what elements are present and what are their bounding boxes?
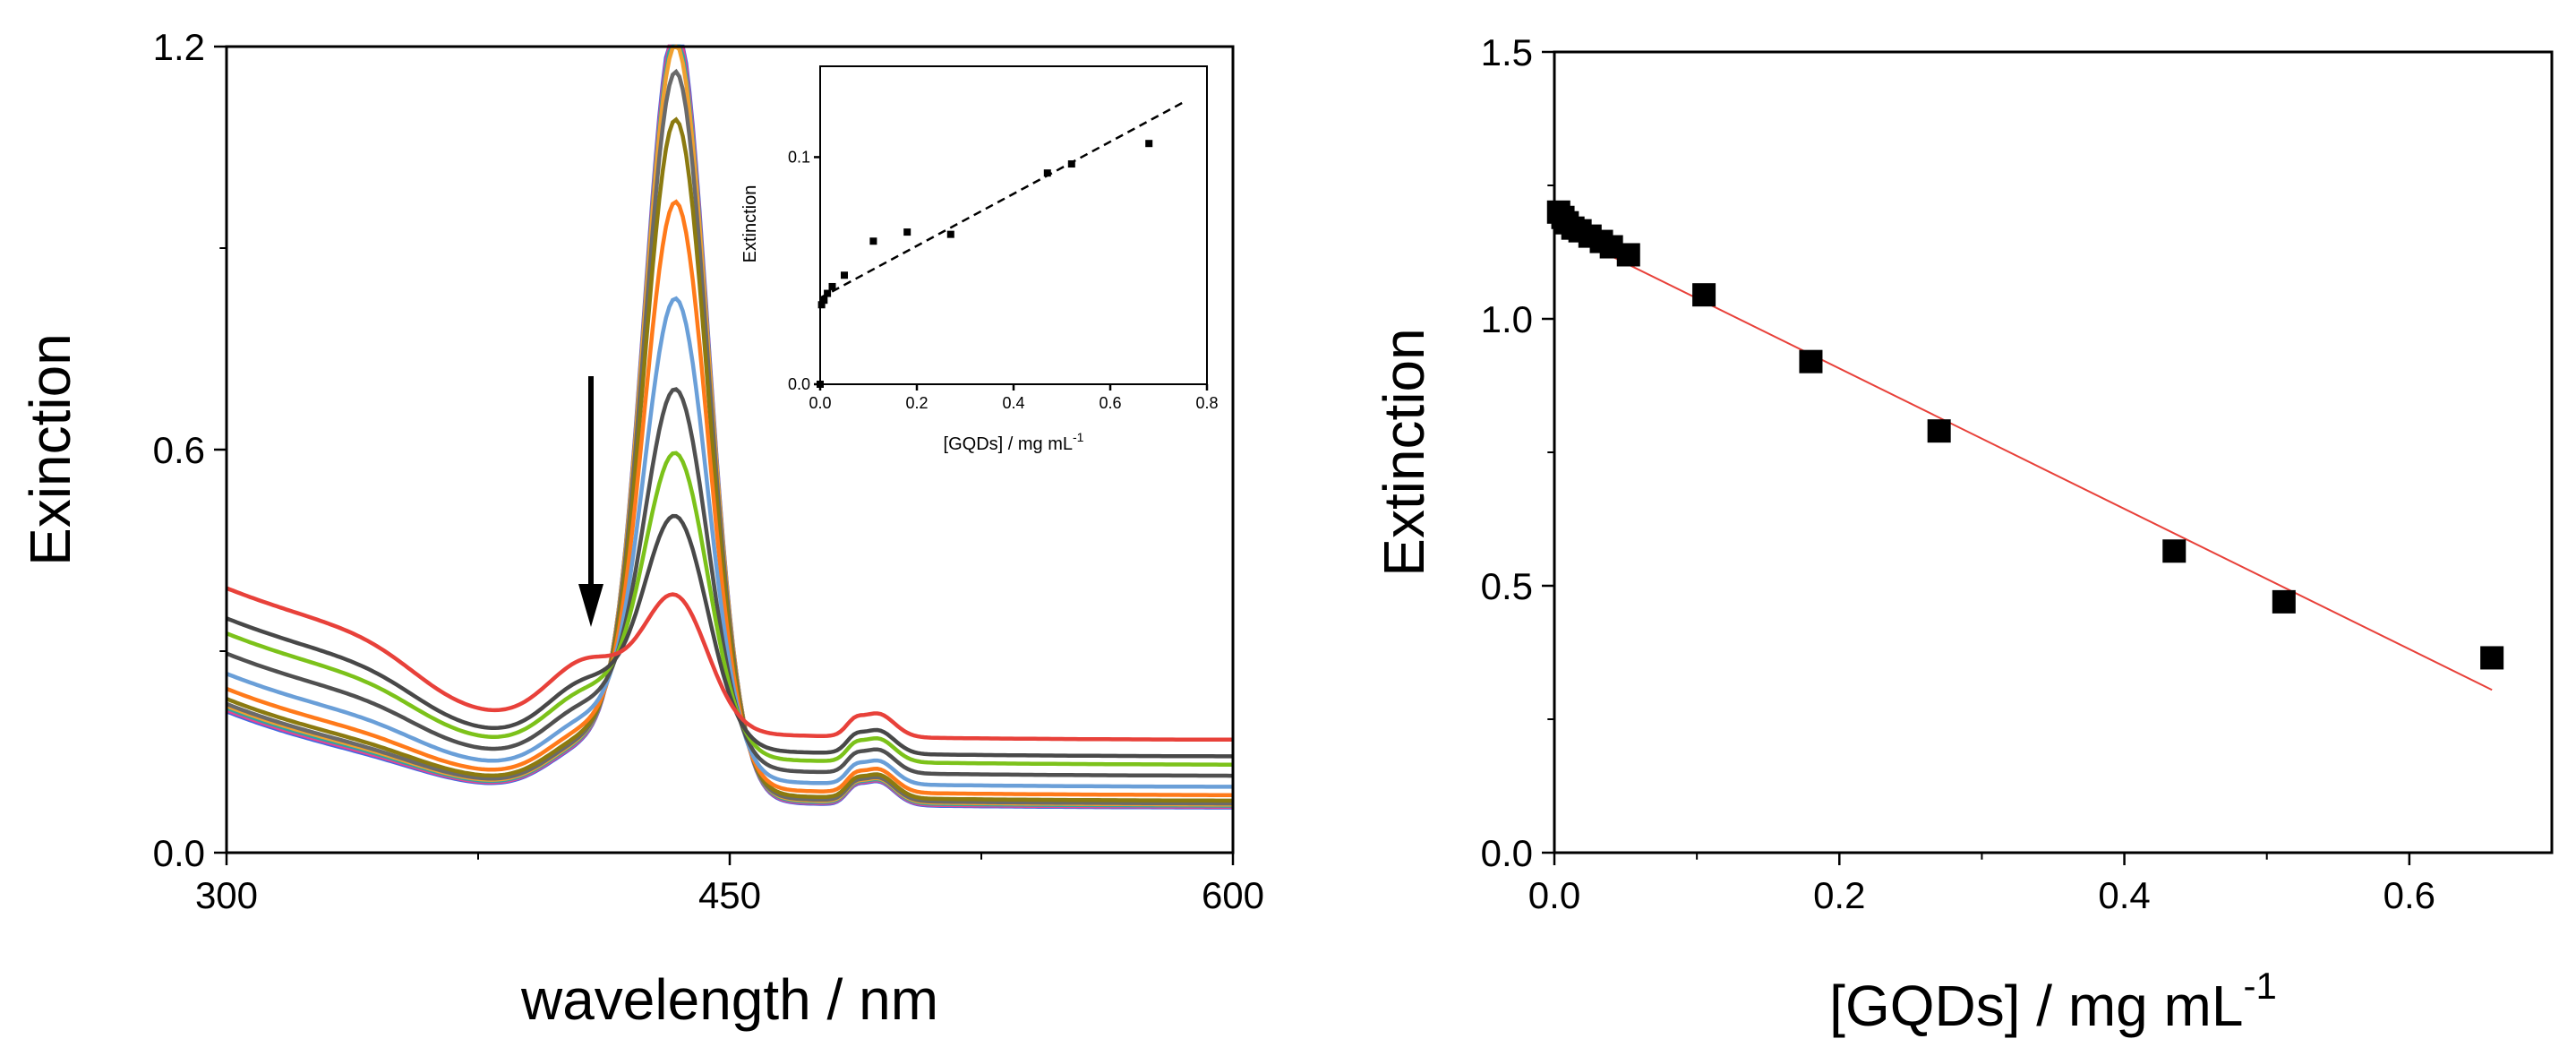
spectrum-curve-8 xyxy=(226,296,1233,789)
calibration-plot-frame xyxy=(1553,50,2554,854)
inset-data-point xyxy=(824,289,832,297)
inset-data-point xyxy=(946,230,954,238)
inset-x-axis-label: [GQDs] / mg mL-1 xyxy=(944,430,1084,454)
calibration-x-tick-label: 0.0 xyxy=(1528,874,1580,916)
spectra-x-axis-label: wavelength / nm xyxy=(520,967,938,1032)
spectrum-curve-12 xyxy=(226,586,1233,743)
calibration-data-point xyxy=(2272,589,2296,614)
calibration-data-point xyxy=(2480,646,2504,670)
inset-y-tick-label: 0.1 xyxy=(788,148,810,166)
spectrum-curve-10 xyxy=(226,451,1233,767)
calibration-x-tick-label: 0.4 xyxy=(2098,874,2150,916)
calibration-y-tick-label: 0.5 xyxy=(1481,565,1533,607)
calibration-y-tick-label: 0.0 xyxy=(1481,832,1533,874)
spectra-ticks: 300 450 600 0.0 0.6 1.2 xyxy=(153,26,1264,916)
calibration-x-tick-label: 0.2 xyxy=(1813,874,1865,916)
trend-arrow xyxy=(578,376,603,627)
inset-plot: 0.0 0.2 0.4 0.6 0.8 0.0 0.1 Extinction [GQDs] … xyxy=(740,65,1219,454)
inset-x-tick-label: 0.8 xyxy=(1195,394,1218,412)
calibration-data-point xyxy=(1616,243,1640,267)
inset-y-tick-label: 0.0 xyxy=(788,375,810,393)
calibration-data-point xyxy=(2162,539,2187,563)
calibration-data-point xyxy=(1799,349,1823,373)
inset-x-tick-label: 0.2 xyxy=(905,394,928,412)
inset-data-point xyxy=(817,301,826,309)
spectrum-curve-9 xyxy=(226,387,1233,778)
calibration-y-tick-label: 1.0 xyxy=(1481,298,1533,340)
calibration-y-axis-label: Extinction xyxy=(1372,328,1436,576)
calibration-points xyxy=(1546,200,2504,670)
inset-y-axis-label: Extinction xyxy=(740,185,760,263)
spectra-y-tick-label: 0.0 xyxy=(153,832,205,874)
inset-x-tick-label: 0.0 xyxy=(809,394,831,412)
inset-data-point xyxy=(820,296,828,305)
inset-ticks: 0.0 0.2 0.4 0.6 0.8 0.0 0.1 xyxy=(788,148,1219,412)
spectra-y-tick-label: 0.6 xyxy=(153,429,205,471)
inset-points xyxy=(817,140,1153,388)
inset-plot-frame xyxy=(819,65,1208,385)
spectrum-curve-11 xyxy=(226,513,1233,759)
inset-data-point xyxy=(1067,160,1075,168)
calibration-data-point xyxy=(1927,419,1951,443)
spectra-y-tick-label: 1.2 xyxy=(153,26,205,68)
spectrum-curve-7 xyxy=(226,199,1233,797)
spectra-x-tick-label: 450 xyxy=(698,874,761,916)
inset-x-tick-label: 0.4 xyxy=(1002,394,1024,412)
calibration-ticks: 0.0 0.2 0.4 0.6 0.0 0.5 1.0 1.5 xyxy=(1481,31,2435,916)
inset-x-tick-label: 0.6 xyxy=(1099,394,1121,412)
inset-data-point xyxy=(817,381,824,388)
calibration-x-axis-label: [GQDs] / mg mL-1 xyxy=(1829,965,2277,1038)
spectra-panel: 300 450 600 0.0 0.6 1.2 wavelength / nm Exinc… xyxy=(18,26,1264,1032)
inset-data-point xyxy=(869,237,877,245)
spectra-curves xyxy=(226,44,1233,810)
spectra-x-tick-label: 300 xyxy=(195,874,258,916)
calibration-panel: 0.0 0.2 0.4 0.6 0.0 0.5 1.0 1.5 [GQDs] / mg mL-… xyxy=(1372,31,2554,1038)
spectra-y-axis-label: Exinction xyxy=(18,333,82,566)
inset-fit-line xyxy=(819,101,1184,299)
spectra-x-tick-label: 600 xyxy=(1202,874,1264,916)
inset-data-point xyxy=(1145,140,1153,148)
inset-data-point xyxy=(1043,169,1051,177)
inset-data-point xyxy=(903,228,911,236)
inset-data-point xyxy=(828,282,836,290)
calibration-x-tick-label: 0.6 xyxy=(2383,874,2435,916)
calibration-data-point xyxy=(1692,283,1716,307)
calibration-y-tick-label: 1.5 xyxy=(1481,31,1533,73)
inset-data-point xyxy=(841,271,848,279)
